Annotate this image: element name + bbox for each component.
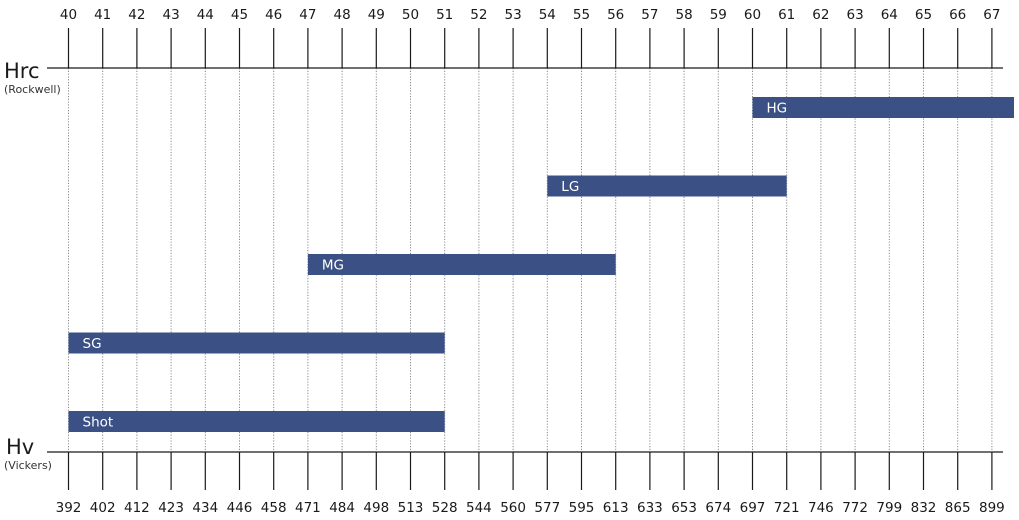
bottom-tick-label: 528: [432, 500, 458, 516]
bottom-tick-label: 446: [227, 500, 253, 516]
top-tick-label: 60: [744, 7, 761, 23]
top-tick-label: 56: [607, 7, 624, 23]
bottom-tick-label: 392: [56, 500, 82, 516]
top-tick-label: 42: [128, 7, 145, 23]
bottom-tick-label: 577: [534, 500, 560, 516]
bottom-tick-label: 513: [398, 500, 424, 516]
bottom-tick-label: 498: [363, 500, 389, 516]
bottom-tick-label: 633: [637, 500, 663, 516]
top-tick-label: 61: [778, 7, 795, 23]
top-tick-label: 51: [436, 7, 453, 23]
bottom-axis-subtitle: (Vickers): [4, 459, 52, 472]
bar-label-sg: SG: [83, 336, 102, 352]
top-tick-label: 55: [573, 7, 590, 23]
top-tick-label: 40: [60, 7, 77, 23]
top-tick-label: 54: [539, 7, 556, 23]
top-tick-label: 65: [915, 7, 932, 23]
bottom-tick-label: 423: [158, 500, 184, 516]
top-tick-label: 43: [163, 7, 180, 23]
top-axis-title: Hrc: [4, 59, 40, 83]
top-tick-label: 47: [299, 7, 316, 23]
bar-label-shot: Shot: [83, 415, 114, 431]
bottom-tick-label: 434: [192, 500, 218, 516]
bottom-tick-label: 412: [124, 500, 150, 516]
top-tick-label: 53: [505, 7, 522, 23]
bar-shot: [68, 411, 445, 432]
top-tick-label: 46: [265, 7, 282, 23]
top-tick-label: 66: [949, 7, 966, 23]
bottom-tick-label: 402: [90, 500, 116, 516]
top-tick-label: 64: [881, 7, 898, 23]
bar-label-lg: LG: [561, 179, 579, 195]
top-tick-label: 44: [197, 7, 214, 23]
bars: HG LG MG SG Shot: [68, 97, 1014, 432]
bottom-tick-label: 613: [603, 500, 629, 516]
top-tick-label: 52: [470, 7, 487, 23]
top-tick-label: 49: [368, 7, 385, 23]
top-tick-label: 67: [983, 7, 1000, 23]
bottom-tick-label: 471: [295, 500, 321, 516]
bottom-axis-title: Hv: [6, 435, 34, 459]
bottom-tick-label: 653: [671, 500, 697, 516]
axes: Hrc (Rockwell) Hv (Vickers): [4, 59, 1003, 472]
bottom-tick-label: 697: [740, 500, 766, 516]
bottom-tick-label: 772: [842, 500, 868, 516]
bar-mg: [307, 254, 616, 275]
bottom-tick-label: 899: [979, 500, 1005, 516]
bottom-tick-label: 458: [261, 500, 287, 516]
bottom-tick-label: 544: [466, 500, 492, 516]
bottom-tick-label: 721: [774, 500, 800, 516]
bottom-tick-label: 560: [500, 500, 526, 516]
top-tick-label: 57: [641, 7, 658, 23]
top-axis-subtitle: (Rockwell): [4, 83, 61, 96]
grid-lines: [68, 68, 993, 452]
top-tick-label: 59: [710, 7, 727, 23]
top-tick-label: 41: [94, 7, 111, 23]
bottom-tick-label: 832: [911, 500, 937, 516]
tick-marks: 40 41 42 43 44 45 46 47 48 49 50 51 52 53 54 55 56 57 58 59…: [56, 7, 1005, 516]
top-tick-label: 45: [231, 7, 248, 23]
top-tick-label: 50: [402, 7, 419, 23]
bottom-tick-label: 674: [705, 500, 731, 516]
bottom-tick-label: 595: [569, 500, 595, 516]
bottom-tick-label: 865: [945, 500, 971, 516]
bottom-tick-label: 484: [329, 500, 355, 516]
bar-sg: [68, 332, 445, 354]
bar-label-mg: MG: [322, 258, 344, 274]
top-tick-label: 62: [812, 7, 829, 23]
bar-lg: [547, 175, 787, 197]
bottom-tick-label: 746: [808, 500, 834, 516]
bottom-tick-label: 799: [876, 500, 902, 516]
top-tick-label: 58: [676, 7, 693, 23]
bar-hg: [752, 97, 1014, 118]
top-tick-label: 63: [847, 7, 864, 23]
top-tick-label: 48: [334, 7, 351, 23]
bar-label-hg: HG: [767, 101, 788, 117]
